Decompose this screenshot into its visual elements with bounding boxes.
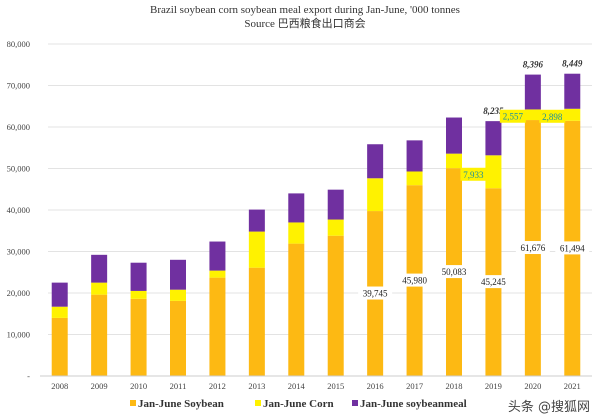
- soybeanmeal-bar: [170, 259, 186, 290]
- soybeanmeal-bar: [446, 117, 462, 154]
- corn-bar: [209, 270, 226, 278]
- x-tick-label: 2008: [51, 381, 68, 391]
- y-tick-label: 70,000: [7, 81, 30, 91]
- x-tick-label: 2012: [209, 381, 226, 391]
- legend-swatch: [352, 400, 358, 406]
- corn-data-label: 7,933: [463, 170, 484, 180]
- soybean-data-label: 45,980: [402, 276, 427, 286]
- corn-bar: [248, 231, 265, 268]
- corn-bar: [170, 289, 186, 301]
- x-tick-label: 2014: [288, 381, 306, 391]
- soybean-bar: [51, 317, 68, 376]
- x-tick-label: 2017: [406, 381, 423, 391]
- corn-data-label: 2,898: [542, 112, 563, 122]
- corn-label-box: [499, 109, 526, 123]
- soybeanmeal-bar: [288, 193, 305, 223]
- soybean-label-box: [515, 241, 550, 255]
- soybeanmeal-data-label: 8,235: [483, 106, 504, 116]
- corn-bar: [91, 282, 108, 295]
- y-tick-label: 50,000: [7, 164, 30, 174]
- chart-title: Brazil soybean corn soybean meal export …: [150, 4, 460, 16]
- corn-bar: [288, 222, 305, 244]
- y-tick-label: 40,000: [7, 205, 30, 215]
- legend-label: Jan-June Corn: [263, 398, 334, 410]
- soybeanmeal-bar: [327, 189, 344, 220]
- x-tick-label: 2009: [91, 381, 108, 391]
- soybeanmeal-bar: [485, 121, 502, 156]
- soybeanmeal-bar: [91, 254, 108, 283]
- chart-subtitle: Source 巴西粮食出口商会: [244, 16, 365, 30]
- soybean-bar: [209, 277, 226, 376]
- soybean-label-box: [358, 286, 393, 300]
- x-tick-label: 2011: [170, 381, 187, 391]
- y-tick-label: 20,000: [7, 288, 30, 298]
- y-tick-label: 30,000: [7, 247, 30, 257]
- soybean-label-box: [476, 275, 511, 289]
- y-tick-label: -: [27, 371, 30, 381]
- soybean-bar: [130, 298, 147, 376]
- soybeanmeal-bar: [51, 282, 68, 307]
- soybeanmeal-bar: [564, 73, 581, 109]
- corn-bar: [524, 109, 541, 121]
- corn-bar: [564, 108, 581, 121]
- soybean-data-label: 61,676: [520, 243, 545, 253]
- x-tick-label: 2021: [564, 381, 581, 391]
- soybeanmeal-bar: [406, 140, 423, 172]
- soybean-label-box: [397, 273, 432, 287]
- soybean-data-label: 39,745: [363, 289, 388, 299]
- y-tick-label: 80,000: [7, 39, 30, 49]
- soybean-label-box: [437, 265, 471, 279]
- corn-label-box: [460, 167, 487, 181]
- x-tick-label: 2010: [130, 381, 147, 391]
- x-tick-label: 2020: [524, 381, 541, 391]
- corn-bar: [367, 178, 384, 212]
- soybeanmeal-bar: [524, 74, 541, 110]
- corn-bar: [485, 155, 502, 189]
- legend-label: Jan-June Soybean: [138, 398, 224, 410]
- corn-bar: [51, 306, 68, 318]
- soybeanmeal-data-label: 8,396: [523, 60, 544, 70]
- soybean-bar: [248, 267, 265, 376]
- watermark: 头条 @搜狐网: [508, 399, 590, 415]
- corn-bar: [406, 171, 423, 186]
- soybean-label-box: [555, 241, 590, 255]
- corn-label-box: [539, 109, 566, 123]
- y-tick-label: 10,000: [7, 330, 30, 340]
- soybeanmeal-bar: [367, 144, 384, 179]
- soybean-data-label: 61,494: [560, 243, 585, 253]
- legend-label: Jan-June soybeanmeal: [360, 398, 467, 410]
- soybean-data-label: 45,245: [481, 277, 506, 287]
- x-tick-label: 2018: [446, 381, 463, 391]
- corn-bar: [446, 153, 462, 169]
- soybean-bar: [91, 294, 108, 376]
- corn-bar: [327, 219, 344, 236]
- soybeanmeal-bar: [248, 209, 265, 232]
- x-tick-label: 2016: [367, 381, 384, 391]
- soybean-bar: [170, 300, 186, 376]
- soybean-bar: [288, 243, 305, 376]
- legend-swatch: [130, 400, 136, 406]
- soybeanmeal-bar: [209, 241, 226, 271]
- y-tick-label: 60,000: [7, 122, 30, 132]
- x-tick-label: 2019: [485, 381, 502, 391]
- corn-bar: [130, 290, 147, 299]
- legend-swatch: [255, 400, 261, 406]
- x-tick-label: 2013: [248, 381, 265, 391]
- soybean-data-label: 50,083: [442, 267, 467, 277]
- soybeanmeal-bar: [130, 262, 147, 291]
- corn-data-label: 2,557: [503, 112, 524, 122]
- x-tick-label: 2015: [327, 381, 344, 391]
- soybean-bar: [327, 235, 344, 376]
- soybeanmeal-data-label: 8,449: [562, 59, 583, 69]
